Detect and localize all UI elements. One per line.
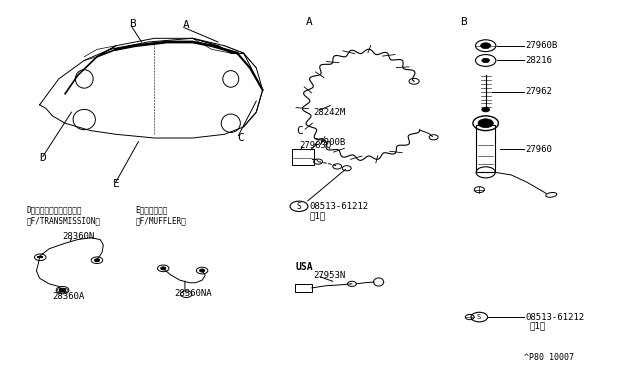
Text: A: A bbox=[183, 20, 189, 31]
Text: A: A bbox=[306, 17, 313, 27]
Text: D: D bbox=[40, 153, 46, 163]
Circle shape bbox=[95, 259, 100, 262]
Text: 27953N: 27953N bbox=[314, 271, 346, 280]
Text: ＜F/MUFFLER＞: ＜F/MUFFLER＞ bbox=[135, 217, 186, 225]
Text: 27960B: 27960B bbox=[525, 41, 557, 50]
Text: E: E bbox=[113, 179, 120, 189]
Circle shape bbox=[200, 269, 205, 272]
Circle shape bbox=[161, 267, 166, 270]
Text: 28242M: 28242M bbox=[314, 108, 346, 117]
Text: B: B bbox=[460, 17, 467, 27]
Circle shape bbox=[482, 108, 490, 112]
Text: E（マフラー）: E（マフラー） bbox=[135, 205, 168, 215]
Text: 27960: 27960 bbox=[525, 145, 552, 154]
Text: 28360N: 28360N bbox=[62, 232, 94, 241]
Text: C: C bbox=[296, 126, 303, 136]
Text: 28360NA: 28360NA bbox=[175, 289, 212, 298]
Text: USA: USA bbox=[296, 262, 314, 272]
Circle shape bbox=[481, 43, 491, 49]
Text: S: S bbox=[477, 314, 481, 320]
Text: ^P80 10007: ^P80 10007 bbox=[524, 353, 574, 362]
Text: 27983Q: 27983Q bbox=[300, 141, 332, 150]
Circle shape bbox=[60, 288, 66, 292]
Text: 08513-61212: 08513-61212 bbox=[525, 312, 584, 321]
Text: 27900B: 27900B bbox=[314, 138, 346, 147]
Text: D（トランスミッション）: D（トランスミッション） bbox=[27, 205, 83, 215]
FancyBboxPatch shape bbox=[295, 284, 312, 292]
Text: B: B bbox=[129, 19, 136, 29]
Text: 08513-61212: 08513-61212 bbox=[309, 202, 368, 211]
Text: C: C bbox=[237, 133, 244, 143]
FancyBboxPatch shape bbox=[292, 149, 314, 164]
Text: 28216: 28216 bbox=[525, 56, 552, 65]
FancyBboxPatch shape bbox=[476, 125, 495, 171]
Text: S: S bbox=[296, 202, 301, 211]
Circle shape bbox=[482, 58, 490, 62]
Text: （1）: （1） bbox=[309, 211, 325, 220]
Text: ＜F/TRANSMISSION＞: ＜F/TRANSMISSION＞ bbox=[27, 217, 101, 225]
Text: （1）: （1） bbox=[529, 322, 545, 331]
Text: 27962: 27962 bbox=[525, 87, 552, 96]
Text: 28360A: 28360A bbox=[52, 292, 84, 301]
Circle shape bbox=[478, 119, 493, 128]
